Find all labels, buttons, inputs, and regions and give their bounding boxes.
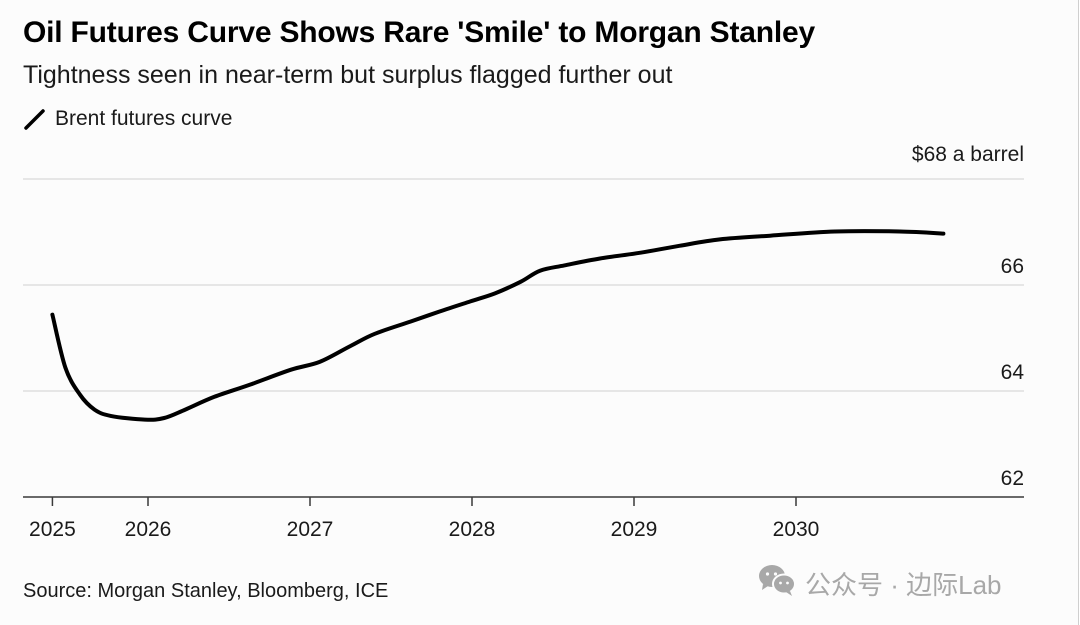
y-tick-label: 64 xyxy=(1001,361,1025,384)
wechat-icon xyxy=(757,563,797,604)
y-tick-label: 62 xyxy=(1001,467,1024,490)
chart-title: Oil Futures Curve Shows Rare 'Smile' to … xyxy=(23,16,815,49)
x-tick-label: 2029 xyxy=(611,518,658,541)
watermark: 公众号 · 边际Lab xyxy=(757,563,1002,604)
x-tick-label: 2025 xyxy=(29,518,76,541)
source-note: Source: Morgan Stanley, Bloomberg, ICE xyxy=(23,580,389,602)
series-group xyxy=(50,229,946,422)
y-axis-unit-label: $68 a barrel xyxy=(911,143,1024,166)
y-axis-ticks: 62 64 66 xyxy=(1001,255,1025,490)
y-tick-label: 66 xyxy=(1001,255,1024,278)
x-tick-label: 2026 xyxy=(125,518,172,541)
gridlines xyxy=(23,178,1024,498)
legend-item-label: Brent futures curve xyxy=(55,107,233,130)
x-tick-label: 2027 xyxy=(287,518,334,541)
legend: Brent futures curve xyxy=(23,105,232,133)
x-axis: 2025 2026 2027 2028 2029 2030 xyxy=(29,497,819,541)
x-tick-label: 2030 xyxy=(773,518,820,541)
series-line-brent-futures-curve xyxy=(50,229,946,422)
chart-subtitle: Tightness seen in near-term but surplus … xyxy=(23,61,673,89)
x-tick-label: 2028 xyxy=(449,518,496,541)
watermark-text: 公众号 · 边际Lab xyxy=(805,570,1002,600)
line-swatch-icon xyxy=(23,107,47,131)
